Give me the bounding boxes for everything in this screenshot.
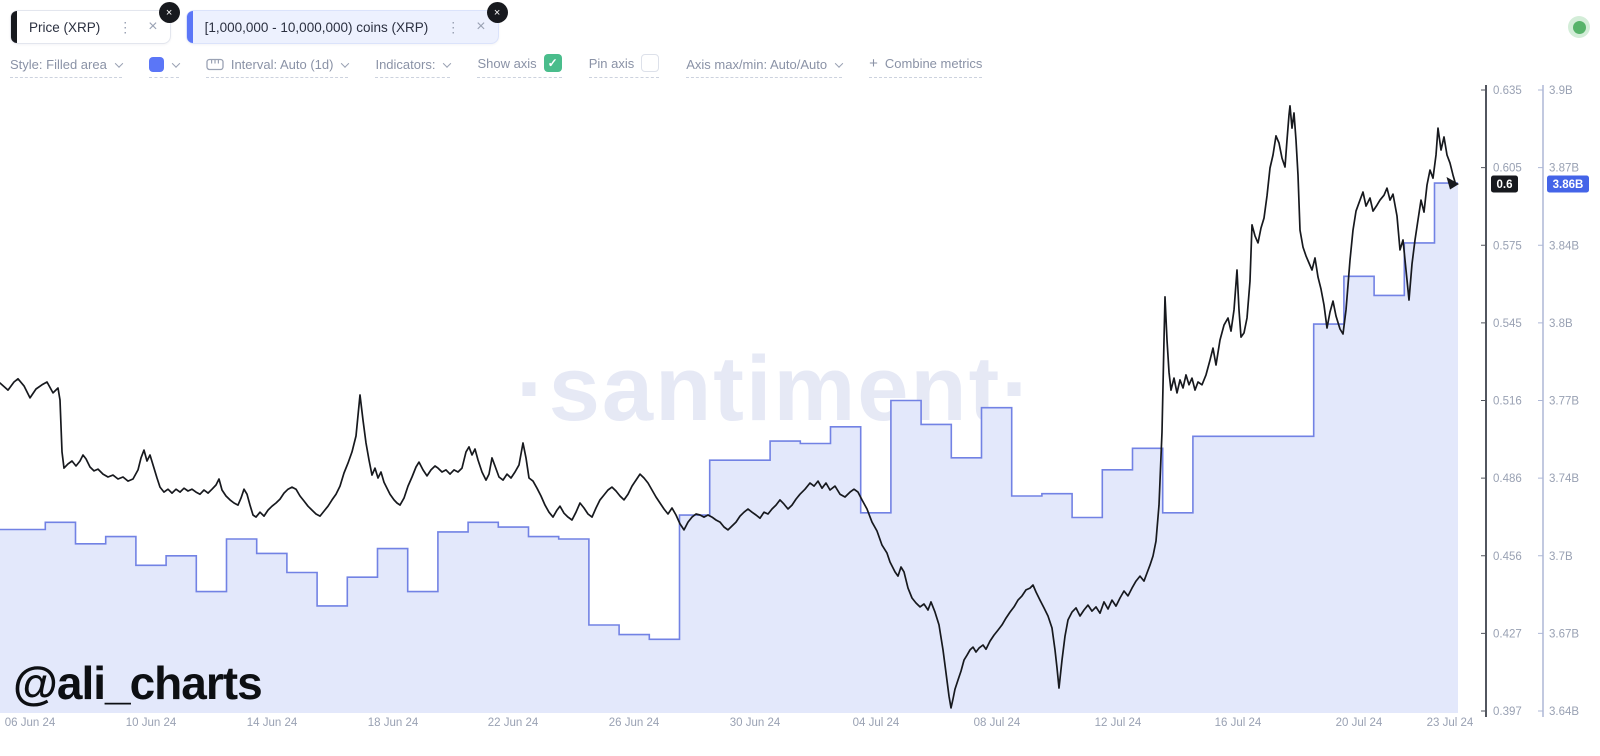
x-axis-label: 26 Jun 24 <box>609 717 660 729</box>
pin-axis-checkbox[interactable] <box>641 54 660 72</box>
kebab-menu-icon[interactable]: ⋮ <box>118 19 133 35</box>
color-swatch-dropdown[interactable] <box>148 57 181 78</box>
chart-toolbar: Style: Filled area Interval: Auto (1d) I… <box>10 54 983 78</box>
remove-metric-icon[interactable]: × <box>486 2 508 23</box>
close-icon[interactable]: × <box>148 18 158 35</box>
coins-axis-label: 3.84B <box>1549 240 1579 252</box>
chevron-down-icon <box>834 58 844 68</box>
chevron-down-icon <box>341 58 350 68</box>
close-icon[interactable]: × <box>476 18 486 35</box>
kebab-menu-icon[interactable]: ⋮ <box>446 19 461 35</box>
series-color-swatch[interactable] <box>148 57 164 72</box>
combine-metrics-button[interactable]: + Combine metrics <box>869 55 983 78</box>
show-axis-label: Show axis <box>477 55 537 71</box>
coins-axis-label: 3.9B <box>1549 85 1573 97</box>
interval-dropdown[interactable]: Interval: Auto (1d) <box>205 57 350 78</box>
interval-label: Interval: Auto (1d) <box>230 57 334 72</box>
interval-ruler-icon <box>206 58 224 71</box>
indicators-label: Indicators: <box>375 57 436 72</box>
x-axis-label: 18 Jun 24 <box>368 717 419 729</box>
coins-current-value-badge <box>1547 175 1589 193</box>
coins-axis-label: 3.74B <box>1549 473 1579 485</box>
price-axis-label: 0.635 <box>1493 85 1522 97</box>
metric-chip-coins-label: [1,000,000 - 10,000,000) coins (XRP) <box>204 19 429 35</box>
coins-series-accent <box>186 11 193 43</box>
x-axis-label: 14 Jun 24 <box>247 717 298 729</box>
x-axis-label: 08 Jul 24 <box>974 717 1021 729</box>
price-axis-label: 0.397 <box>1493 706 1522 718</box>
chevron-down-icon <box>114 58 124 68</box>
price-axis-label: 0.605 <box>1493 163 1522 175</box>
coins-axis-label: 3.64B <box>1549 706 1579 718</box>
chevron-down-icon <box>443 58 452 68</box>
price-series-accent <box>11 11 17 43</box>
combine-metrics-label: Combine metrics <box>884 56 983 71</box>
coins-axis-label: 3.67B <box>1549 628 1579 640</box>
santiment-watermark: ·santiment· <box>516 338 1034 440</box>
price-axis-label: 0.516 <box>1493 396 1522 408</box>
coins-axis-label: 3.8B <box>1549 318 1573 330</box>
price-line <box>0 105 1456 709</box>
x-axis-label: 12 Jul 24 <box>1095 717 1142 729</box>
metric-chip-price-label: Price (XRP) <box>29 19 101 35</box>
x-axis-label: 04 Jul 24 <box>853 717 900 729</box>
show-axis-toggle[interactable]: Show axis ✓ <box>477 54 562 78</box>
price-end-arrow-icon <box>1446 177 1459 190</box>
axis-maxmin-label: Axis max/min: Auto/Auto <box>686 57 828 72</box>
coins-axis-label: 3.77B <box>1549 396 1579 408</box>
metric-chip-price[interactable]: Price (XRP) ⋮ × × <box>10 2 180 44</box>
metric-chip-coins[interactable]: [1,000,000 - 10,000,000) coins (XRP) ⋮ ×… <box>185 2 508 44</box>
x-axis-label: 23 Jul 24 <box>1427 717 1474 729</box>
pin-axis-label: Pin axis <box>588 55 635 71</box>
x-axis-label: 22 Jun 24 <box>488 717 539 729</box>
axis-maxmin-dropdown[interactable]: Axis max/min: Auto/Auto <box>686 57 844 78</box>
price-axis-label: 0.545 <box>1493 318 1522 330</box>
price-axis-label: 0.456 <box>1493 551 1522 563</box>
live-status-icon <box>1568 16 1590 38</box>
price-current-value-text: 0.6 <box>1497 179 1513 191</box>
pin-axis-toggle[interactable]: Pin axis <box>588 54 660 78</box>
coins-area <box>0 183 1458 714</box>
style-dropdown[interactable]: Style: Filled area <box>10 57 124 78</box>
plus-icon: + <box>869 55 878 72</box>
x-axis-label: 20 Jul 24 <box>1336 717 1383 729</box>
chevron-down-icon <box>171 58 181 68</box>
price-axis-label: 0.486 <box>1493 473 1522 485</box>
indicators-dropdown[interactable]: Indicators: <box>375 57 452 78</box>
credit-watermark: @ali_charts <box>13 657 263 709</box>
x-axis-label: 06 Jun 24 <box>5 717 56 729</box>
x-axis-label: 30 Jun 24 <box>730 717 781 729</box>
metric-chips: Price (XRP) ⋮ × × [1,000,000 - 10,000,00… <box>10 2 508 44</box>
style-label: Style: Filled area <box>10 57 107 72</box>
price-current-value-badge <box>1491 175 1518 193</box>
x-axis-label: 16 Jul 24 <box>1215 717 1262 729</box>
coins-axis-label: 3.7B <box>1549 551 1573 563</box>
x-axis-label: 10 Jun 24 <box>126 717 177 729</box>
show-axis-checkbox[interactable]: ✓ <box>543 54 562 72</box>
remove-metric-icon[interactable]: × <box>158 2 180 23</box>
coins-axis-label: 3.87B <box>1549 163 1579 175</box>
price-axis-label: 0.575 <box>1493 240 1522 252</box>
price-axis-label: 0.427 <box>1493 628 1522 640</box>
coins-current-value-text: 3.86B <box>1553 179 1584 191</box>
